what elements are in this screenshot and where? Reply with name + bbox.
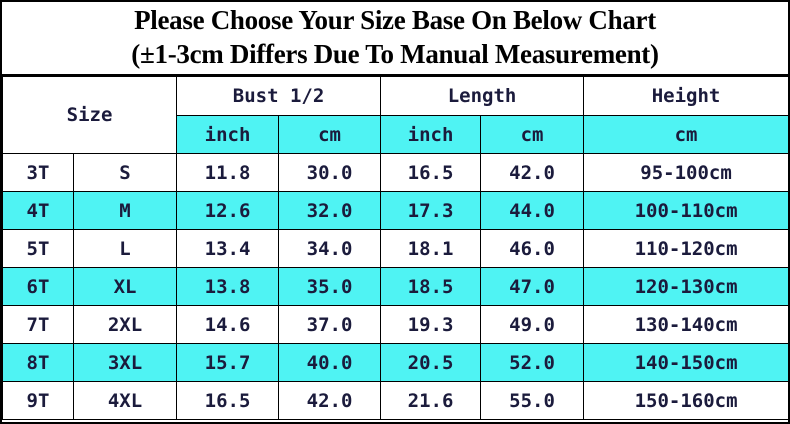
cell-length-cm: 55.0 — [480, 381, 585, 420]
cell-bust-cm: 35.0 — [278, 267, 382, 306]
table-row: 7T 2XL 14.6 37.0 19.3 49.0 130-140cm — [2, 305, 788, 344]
cell-bust-inch: 16.5 — [176, 381, 280, 420]
cell-age-size: 4T — [2, 191, 74, 230]
cell-bust-inch: 11.8 — [176, 153, 280, 192]
header-height-cm: cm — [583, 115, 788, 154]
table-row: 4T M 12.6 32.0 17.3 44.0 100-110cm — [2, 191, 788, 230]
header-bust: Bust 1/2 — [176, 76, 382, 116]
cell-length-inch: 17.3 — [380, 191, 482, 230]
cell-length-inch: 21.6 — [380, 381, 482, 420]
cell-age-size: 5T — [2, 229, 74, 268]
header-bust-cm: cm — [278, 115, 382, 154]
size-table: Size Bust 1/2 Length Height inch cm inch… — [2, 76, 788, 420]
cell-age-size: 9T — [2, 381, 74, 420]
cell-length-cm: 42.0 — [480, 153, 585, 192]
cell-letter-size: L — [72, 229, 178, 268]
cell-height: 95-100cm — [583, 153, 788, 192]
header-size: Size — [2, 76, 178, 154]
cell-age-size: 7T — [2, 305, 74, 344]
cell-length-inch: 18.5 — [380, 267, 482, 306]
cell-bust-cm: 30.0 — [278, 153, 382, 192]
chart-title-line2: (±1-3cm Differs Due To Manual Measuremen… — [131, 39, 659, 69]
table-row: 9T 4XL 16.5 42.0 21.6 55.0 150-160cm — [2, 381, 788, 420]
cell-letter-size: 2XL — [72, 305, 178, 344]
cell-letter-size: XL — [72, 267, 178, 306]
cell-letter-size: M — [72, 191, 178, 230]
cell-height: 110-120cm — [583, 229, 788, 268]
table-row: 5T L 13.4 34.0 18.1 46.0 110-120cm — [2, 229, 788, 268]
cell-bust-cm: 37.0 — [278, 305, 382, 344]
cell-height: 150-160cm — [583, 381, 788, 420]
header-length: Length — [380, 76, 585, 116]
header-length-cm: cm — [480, 115, 585, 154]
cell-bust-cm: 42.0 — [278, 381, 382, 420]
cell-bust-cm: 34.0 — [278, 229, 382, 268]
cell-length-inch: 16.5 — [380, 153, 482, 192]
cell-letter-size: 3XL — [72, 343, 178, 382]
cell-letter-size: 4XL — [72, 381, 178, 420]
header-length-inch: inch — [380, 115, 482, 154]
chart-title-line1: Please Choose Your Size Base On Below Ch… — [134, 5, 656, 36]
cell-length-inch: 20.5 — [380, 343, 482, 382]
cell-bust-inch: 13.8 — [176, 267, 280, 306]
cell-bust-inch: 14.6 — [176, 305, 280, 344]
cell-age-size: 3T — [2, 153, 74, 192]
cell-bust-inch: 12.6 — [176, 191, 280, 230]
cell-age-size: 8T — [2, 343, 74, 382]
cell-bust-inch: 15.7 — [176, 343, 280, 382]
cell-height: 130-140cm — [583, 305, 788, 344]
header-bust-inch: inch — [176, 115, 280, 154]
cell-length-cm: 46.0 — [480, 229, 585, 268]
cell-bust-inch: 13.4 — [176, 229, 280, 268]
cell-height: 100-110cm — [583, 191, 788, 230]
table-row: 3T S 11.8 30.0 16.5 42.0 95-100cm — [2, 153, 788, 192]
header-unit-row: inch cm inch cm cm — [3, 115, 788, 154]
cell-age-size: 6T — [2, 267, 74, 306]
cell-length-cm: 44.0 — [480, 191, 585, 230]
cell-height: 120-130cm — [583, 267, 788, 306]
cell-length-cm: 52.0 — [480, 343, 585, 382]
header-group-row: Size Bust 1/2 Length Height — [2, 76, 788, 154]
chart-title: Please Choose Your Size Base On Below Ch… — [2, 2, 788, 76]
cell-bust-cm: 32.0 — [278, 191, 382, 230]
table-row: 6T XL 13.8 35.0 18.5 47.0 120-130cm — [2, 267, 788, 306]
cell-length-cm: 47.0 — [480, 267, 585, 306]
cell-length-inch: 19.3 — [380, 305, 482, 344]
cell-height: 140-150cm — [583, 343, 788, 382]
header-height: Height — [583, 76, 788, 116]
cell-bust-cm: 40.0 — [278, 343, 382, 382]
cell-letter-size: S — [72, 153, 178, 192]
table-row: 8T 3XL 15.7 40.0 20.5 52.0 140-150cm — [2, 343, 788, 382]
cell-length-inch: 18.1 — [380, 229, 482, 268]
cell-length-cm: 49.0 — [480, 305, 585, 344]
